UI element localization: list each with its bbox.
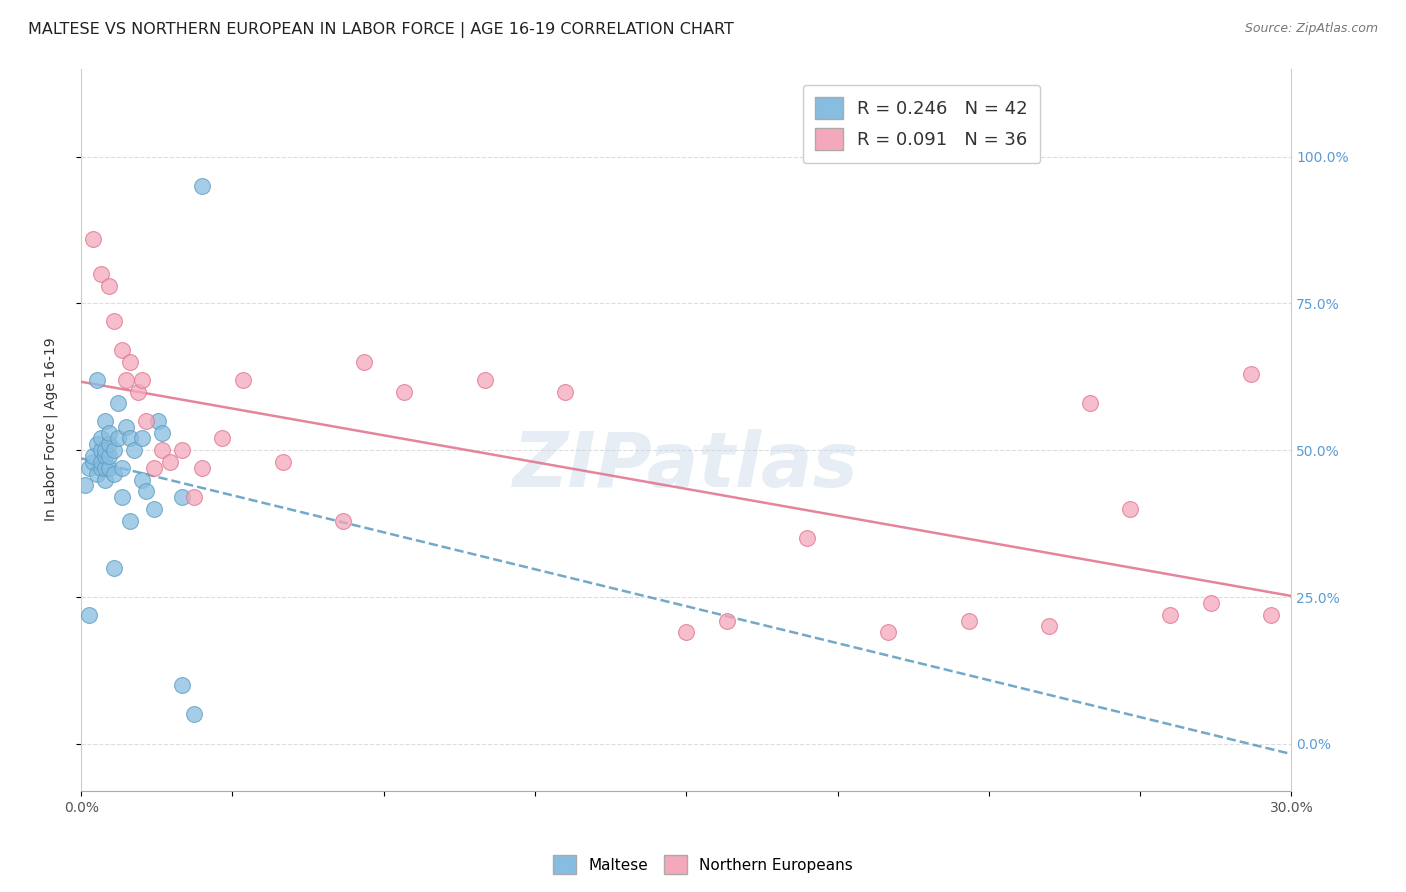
Point — [796, 531, 818, 545]
Point — [94, 414, 117, 428]
Point — [94, 473, 117, 487]
Point — [82, 449, 104, 463]
Point — [90, 443, 112, 458]
Point — [90, 460, 112, 475]
Point — [191, 178, 214, 193]
Point — [392, 384, 415, 399]
Point — [211, 432, 233, 446]
Text: ZIPatlas: ZIPatlas — [513, 429, 859, 503]
Point — [82, 455, 104, 469]
Point — [98, 425, 121, 440]
Point — [90, 267, 112, 281]
Point — [98, 437, 121, 451]
Point — [170, 678, 193, 692]
Point — [135, 484, 157, 499]
Text: Source: ZipAtlas.com: Source: ZipAtlas.com — [1244, 22, 1378, 36]
Point — [79, 607, 101, 622]
Point — [103, 467, 125, 481]
Point — [94, 449, 117, 463]
Point — [118, 355, 141, 369]
Point — [150, 443, 173, 458]
Point — [114, 419, 136, 434]
Point — [98, 460, 121, 475]
Point — [1038, 619, 1060, 633]
Point — [353, 355, 375, 369]
Point — [232, 373, 254, 387]
Point — [94, 443, 117, 458]
Point — [114, 373, 136, 387]
Point — [877, 625, 900, 640]
Point — [1078, 396, 1101, 410]
Point — [127, 384, 149, 399]
Point — [94, 460, 117, 475]
Point — [86, 373, 108, 387]
Point — [103, 560, 125, 574]
Point — [103, 314, 125, 328]
Legend: R = 0.246   N = 42, R = 0.091   N = 36: R = 0.246 N = 42, R = 0.091 N = 36 — [803, 85, 1040, 163]
Point — [142, 460, 165, 475]
Point — [107, 432, 129, 446]
Point — [1240, 367, 1263, 381]
Point — [170, 490, 193, 504]
Point — [131, 432, 153, 446]
Point — [79, 460, 101, 475]
Point — [957, 614, 980, 628]
Point — [90, 432, 112, 446]
Point — [1199, 596, 1222, 610]
Point — [146, 414, 169, 428]
Point — [90, 455, 112, 469]
Point — [271, 455, 294, 469]
Point — [82, 232, 104, 246]
Point — [142, 502, 165, 516]
Point — [716, 614, 738, 628]
Point — [75, 478, 97, 492]
Point — [122, 443, 145, 458]
Point — [98, 449, 121, 463]
Point — [110, 343, 132, 358]
Point — [332, 514, 354, 528]
Point — [107, 396, 129, 410]
Point — [131, 373, 153, 387]
Point — [159, 455, 181, 469]
Point — [98, 278, 121, 293]
Point — [183, 707, 205, 722]
Point — [183, 490, 205, 504]
Point — [131, 473, 153, 487]
Point — [86, 437, 108, 451]
Point — [554, 384, 576, 399]
Y-axis label: In Labor Force | Age 16-19: In Labor Force | Age 16-19 — [44, 338, 58, 522]
Point — [474, 373, 496, 387]
Point — [118, 432, 141, 446]
Text: MALTESE VS NORTHERN EUROPEAN IN LABOR FORCE | AGE 16-19 CORRELATION CHART: MALTESE VS NORTHERN EUROPEAN IN LABOR FO… — [28, 22, 734, 38]
Point — [1260, 607, 1282, 622]
Point — [103, 443, 125, 458]
Point — [170, 443, 193, 458]
Legend: Maltese, Northern Europeans: Maltese, Northern Europeans — [547, 849, 859, 880]
Point — [135, 414, 157, 428]
Point — [110, 490, 132, 504]
Point — [1159, 607, 1181, 622]
Point — [1119, 502, 1142, 516]
Point — [675, 625, 697, 640]
Point — [150, 425, 173, 440]
Point — [86, 467, 108, 481]
Point — [110, 460, 132, 475]
Point — [118, 514, 141, 528]
Point — [191, 460, 214, 475]
